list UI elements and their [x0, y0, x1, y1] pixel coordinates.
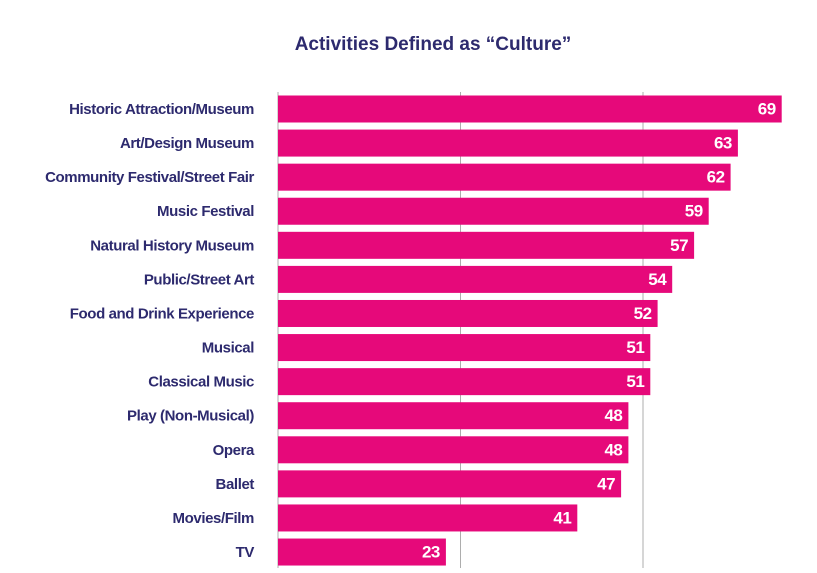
value-label: 63 [714, 134, 732, 153]
bar [278, 538, 446, 566]
bar [278, 334, 651, 362]
category-label: Music Festival [157, 203, 254, 220]
value-label: 62 [707, 168, 725, 187]
value-label: 54 [648, 270, 667, 289]
category-label: Community Festival/Street Fair [45, 169, 254, 186]
bar [278, 265, 673, 293]
chart-title: Activities Defined as “Culture” [295, 34, 572, 55]
category-label: TV [236, 544, 255, 561]
bar [278, 163, 731, 191]
value-label: 48 [604, 406, 622, 425]
bar [278, 129, 738, 157]
category-label: Opera [213, 442, 255, 459]
value-label: 51 [626, 372, 644, 391]
bar [278, 402, 629, 430]
category-label: Public/Street Art [144, 271, 255, 288]
bar [278, 299, 658, 327]
category-label: Play (Non-Musical) [127, 408, 254, 425]
category-label: Classical Music [148, 374, 254, 391]
value-label: 41 [553, 508, 571, 527]
bar [278, 504, 578, 532]
bar [278, 197, 709, 225]
bar [278, 368, 651, 396]
value-label: 57 [670, 236, 688, 255]
bar [278, 436, 629, 464]
bar [278, 95, 782, 123]
value-label: 23 [422, 543, 440, 562]
value-label: 48 [604, 440, 622, 459]
category-label: Art/Design Museum [120, 135, 254, 152]
value-label: 59 [685, 202, 703, 221]
value-label: 51 [626, 338, 644, 357]
category-label: Food and Drink Experience [70, 305, 254, 322]
value-label: 52 [634, 304, 652, 323]
value-label: 69 [758, 99, 776, 118]
value-label: 47 [597, 474, 615, 493]
category-label: Historic Attraction/Museum [69, 101, 254, 118]
bar [278, 470, 622, 498]
category-label: Ballet [216, 476, 255, 493]
category-label: Movies/Film [173, 510, 255, 527]
category-label: Musical [202, 340, 254, 357]
bar [278, 231, 695, 259]
category-label: Natural History Museum [90, 237, 254, 254]
